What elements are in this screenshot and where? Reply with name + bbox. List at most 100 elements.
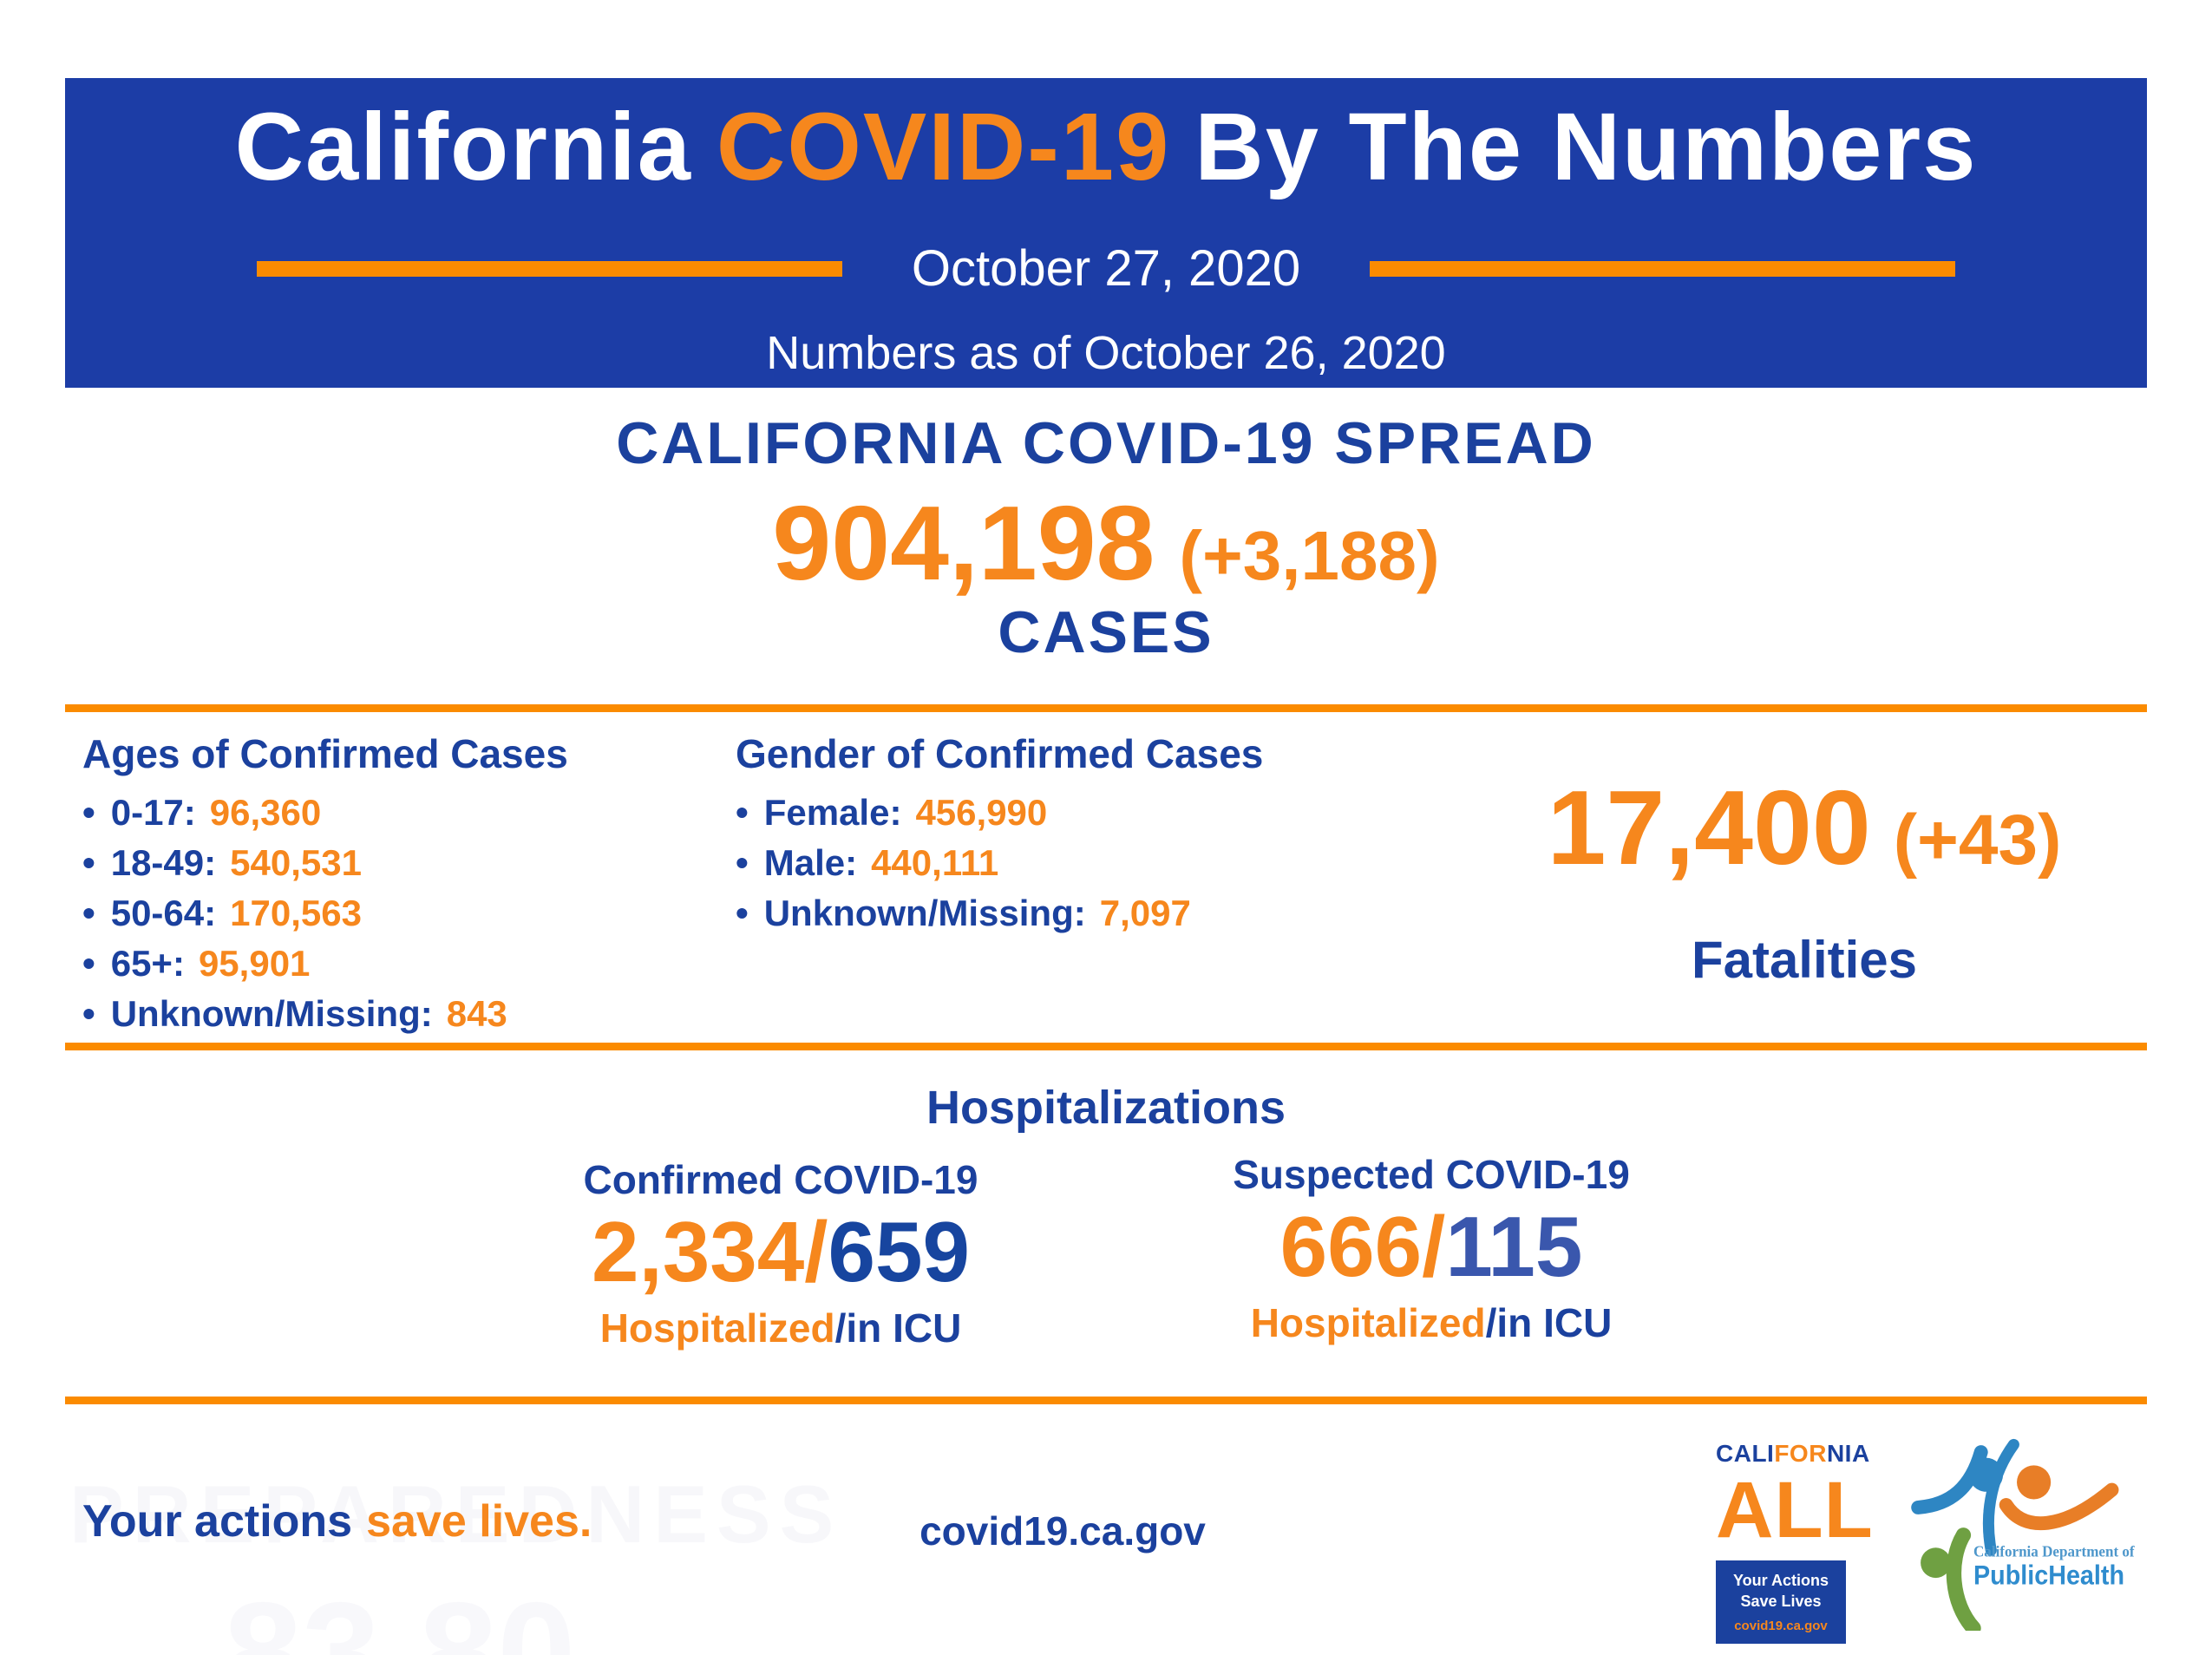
- stat-value: 540,531: [230, 842, 362, 883]
- title-covid19: COVID-19: [716, 94, 1171, 200]
- list-item: • 50-64: 170,563: [82, 895, 568, 932]
- stat-value: 95,901: [198, 943, 311, 984]
- report-date: October 27, 2020: [911, 240, 1301, 297]
- bullet-icon: •: [736, 893, 749, 933]
- list-item: • Male: 440,111: [736, 845, 1263, 881]
- caption-hospitalized: Hospitalized: [1250, 1300, 1486, 1346]
- actions-message: Your actions save lives.: [82, 1495, 592, 1547]
- confirmed-caption: Hospitalized/in ICU: [486, 1305, 1076, 1351]
- wordmark-cali: CALI: [1716, 1440, 1775, 1467]
- title-suffix: By The Numbers: [1194, 94, 1978, 200]
- california-all-box: Your Actions Save Lives covid19.ca.gov: [1716, 1560, 1846, 1645]
- list-item: • 65+: 95,901: [82, 945, 568, 982]
- bullet-icon: •: [736, 792, 749, 833]
- stat-label: 0-17:: [110, 792, 196, 833]
- bullet-icon: •: [82, 792, 95, 833]
- california-all-logo: CALIFORNIA ALL Your Actions Save Lives c…: [1716, 1440, 1874, 1645]
- suspected-hospitalizations: Suspected COVID-19 666/115 Hospitalized/…: [1136, 1154, 1726, 1346]
- caption-in-icu: /in ICU: [1485, 1300, 1613, 1346]
- box-line-2: Save Lives: [1740, 1592, 1822, 1610]
- cdph-logo-graphic: California Department of PublicHealth: [1911, 1438, 2136, 1631]
- fatalities-label: Fatalities: [1691, 931, 1918, 989]
- confirmed-hospitalized-count: 2,334: [592, 1204, 805, 1300]
- bullet-icon: •: [82, 943, 95, 984]
- banner-date-row: October 27, 2020: [65, 239, 2147, 298]
- ages-section: Ages of Confirmed Cases • 0-17: 96,360 • 18…: [82, 730, 568, 1032]
- fatalities-section: 17,400 (+43) Fatalities: [1475, 767, 2134, 990]
- gender-list: • Female: 456,990 • Male: 440,111 • Unknown/M…: [736, 795, 1263, 932]
- stat-value: 170,563: [230, 893, 362, 933]
- gender-section: Gender of Confirmed Cases • Female: 456,99…: [736, 730, 1263, 932]
- caption-in-icu: /in ICU: [834, 1305, 962, 1351]
- list-item: • Unknown/Missing: 843: [82, 996, 568, 1032]
- covid19-url: covid19.ca.gov: [919, 1508, 1206, 1554]
- ages-title: Ages of Confirmed Cases: [82, 731, 568, 776]
- date-divider-left: [256, 260, 842, 277]
- date-divider-right: [1370, 260, 1956, 277]
- cases-daily-change: (+3,188): [1179, 517, 1440, 594]
- california-all-all: ALL: [1716, 1466, 1874, 1554]
- ghost-watermark-word: PREPAREDNESS: [69, 1469, 843, 1560]
- cases-number-line: 904,198 (+3,188): [0, 482, 2212, 604]
- cdph-text-line2: PublicHealth: [1973, 1560, 2124, 1590]
- slash-separator: /: [1422, 1199, 1446, 1295]
- caption-hospitalized: Hospitalized: [599, 1305, 835, 1351]
- stat-label: 50-64:: [110, 893, 217, 933]
- ages-list: • 0-17: 96,360 • 18-49: 540,531 • 50-64: 170,5…: [82, 795, 568, 1032]
- stat-value: 7,097: [1099, 893, 1191, 933]
- cases-label: CASES: [998, 599, 1214, 665]
- confirmed-icu-count: 659: [828, 1204, 970, 1300]
- actions-message-orange: save lives.: [366, 1496, 592, 1547]
- title-california: California: [234, 94, 692, 200]
- hospitalizations-title: Hospitalizations: [926, 1082, 1286, 1134]
- slash-separator: /: [804, 1204, 828, 1300]
- cdph-figures-icon: [1911, 1438, 2119, 1631]
- confirmed-hospitalizations: Confirmed COVID-19 2,334/659 Hospitalize…: [486, 1159, 1076, 1351]
- section-divider-top: [65, 704, 2147, 712]
- stat-label: Male:: [763, 842, 858, 883]
- fatalities-daily-change: (+43): [1893, 801, 2062, 880]
- fatalities-total: 17,400: [1547, 769, 1871, 886]
- confirmed-numbers: 2,334/659: [486, 1209, 1076, 1294]
- list-item: • Unknown/Missing: 7,097: [736, 895, 1263, 932]
- header-banner: California COVID-19 By The Numbers Octob…: [65, 78, 2147, 388]
- section-divider-bottom: [65, 1397, 2147, 1404]
- stat-value: 456,990: [915, 792, 1048, 833]
- suspected-numbers: 666/115: [1136, 1204, 1726, 1289]
- section-divider-middle: [65, 1043, 2147, 1050]
- stat-label: Unknown/Missing:: [110, 993, 433, 1034]
- california-all-wordmark: CALIFORNIA: [1716, 1440, 1869, 1468]
- list-item: • Female: 456,990: [736, 795, 1263, 831]
- suspected-icu-count: 115: [1445, 1199, 1583, 1295]
- wordmark-for: FOR: [1774, 1440, 1827, 1467]
- stat-label: Female:: [763, 792, 902, 833]
- cases-total: 904,198: [772, 484, 1155, 602]
- stat-label: Unknown/Missing:: [763, 893, 1086, 933]
- ghost-watermark-number: 83,80: [224, 1573, 576, 1655]
- wordmark-nia: NIA: [1826, 1440, 1870, 1467]
- fatalities-number-line: 17,400 (+43): [1475, 767, 2134, 888]
- list-item: • 0-17: 96,360: [82, 795, 568, 831]
- bullet-icon: •: [82, 993, 95, 1034]
- stat-label: 65+:: [110, 943, 185, 984]
- box-line-1: Your Actions: [1732, 1572, 1829, 1590]
- bullet-icon: •: [82, 842, 95, 883]
- stat-label: 18-49:: [110, 842, 217, 883]
- spread-section-title: CALIFORNIA COVID-19 SPREAD: [616, 410, 1596, 476]
- bullet-icon: •: [736, 842, 749, 883]
- suspected-hospitalized-count: 666: [1279, 1199, 1423, 1295]
- suspected-label: Suspected COVID-19: [1233, 1152, 1630, 1197]
- bullet-icon: •: [82, 893, 95, 933]
- numbers-as-of: Numbers as of October 26, 2020: [766, 327, 1446, 379]
- gender-title: Gender of Confirmed Cases: [736, 731, 1264, 776]
- box-url: covid19.ca.gov: [1734, 1619, 1828, 1634]
- actions-message-blue: Your actions: [82, 1496, 353, 1547]
- confirmed-label: Confirmed COVID-19: [583, 1157, 978, 1202]
- stat-value: 440,111: [871, 842, 999, 883]
- stat-value: 843: [446, 993, 507, 1034]
- page-title: California COVID-19 By The Numbers: [65, 92, 2147, 202]
- suspected-caption: Hospitalized/in ICU: [1136, 1299, 1726, 1346]
- cdph-logo: California Department of PublicHealth: [1898, 1429, 2150, 1631]
- list-item: • 18-49: 540,531: [82, 845, 568, 881]
